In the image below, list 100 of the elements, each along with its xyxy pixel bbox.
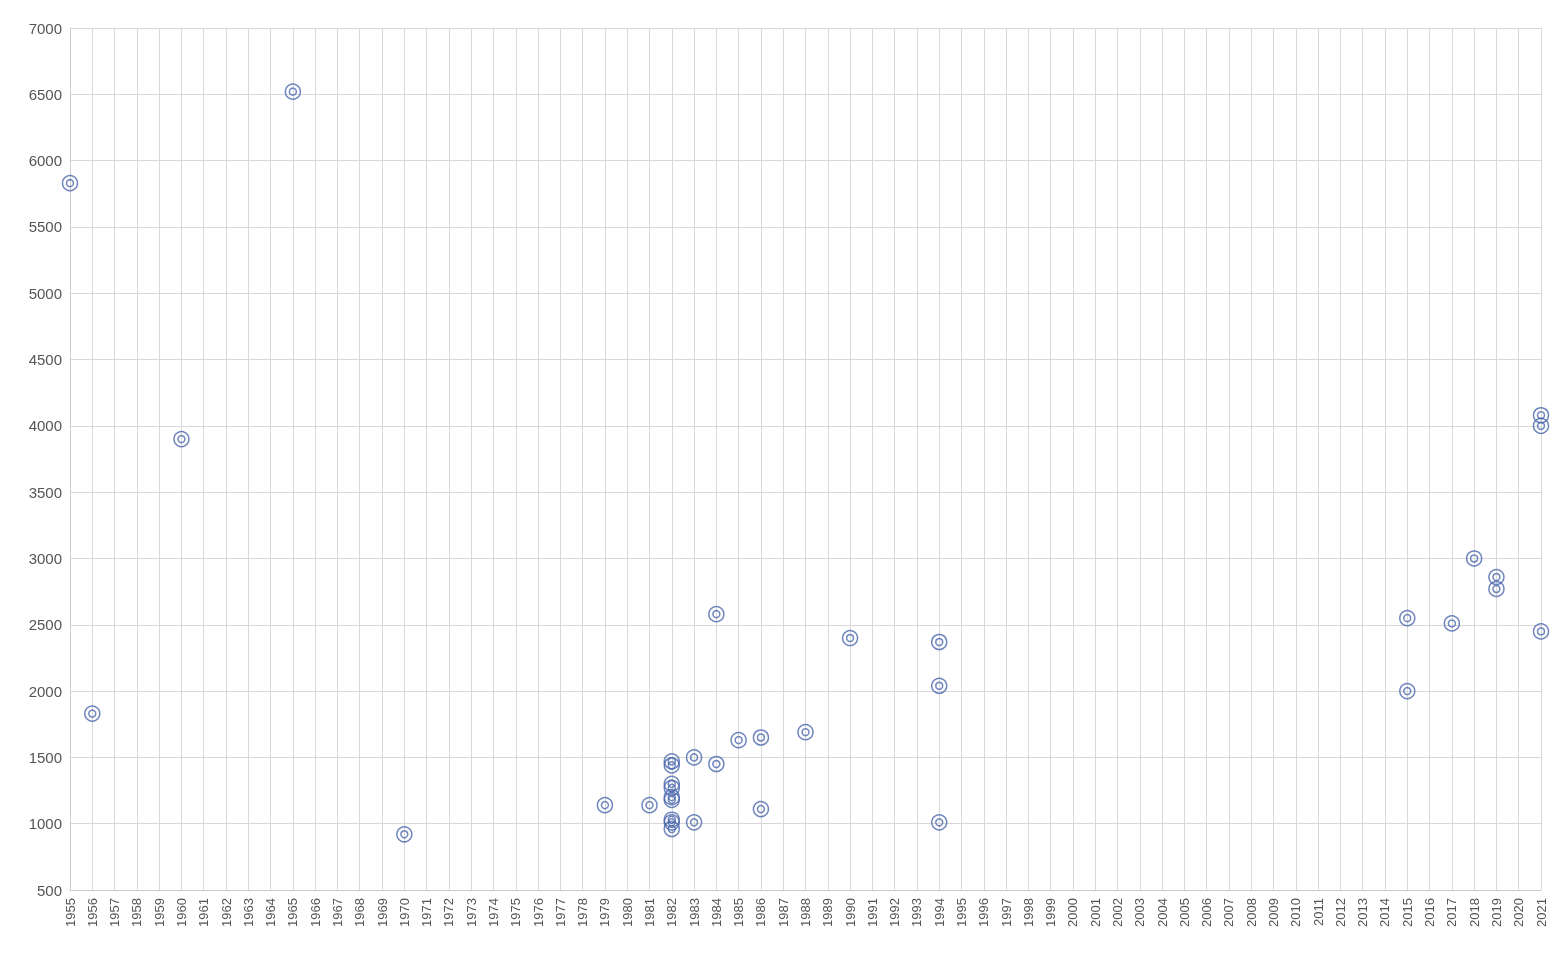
x-tick-label: 2019 (1488, 898, 1504, 927)
x-tick-label: 1991 (864, 898, 880, 927)
x-tick-label: 1958 (129, 898, 145, 927)
y-tick-label: 5000 (28, 284, 62, 302)
point (685, 749, 703, 766)
x-tick-label: 1983 (686, 898, 702, 927)
x-tick-label: 2009 (1266, 898, 1282, 927)
x-tick-label: 2004 (1154, 898, 1170, 927)
point (61, 174, 79, 192)
y-tick-label: 4000 (28, 417, 62, 435)
point (930, 677, 948, 695)
x-tick-label: 1957 (107, 898, 123, 927)
x-tick-label: 1971 (419, 898, 435, 927)
y-tick-label: 3500 (28, 483, 62, 501)
x-tick-label: 1998 (1020, 898, 1036, 927)
point (752, 800, 770, 818)
point (1488, 568, 1505, 586)
point (663, 757, 681, 774)
x-tick-label: 1965 (285, 898, 301, 927)
point (1488, 580, 1505, 598)
x-tick-label: 1975 (508, 898, 524, 927)
x-tick-label: 2016 (1422, 898, 1438, 927)
x-tick-label: 1963 (240, 898, 256, 927)
x-tick-label: 2005 (1176, 898, 1192, 927)
point (930, 633, 948, 651)
x-tick-label: 1968 (352, 898, 368, 927)
point (284, 83, 302, 100)
y-tick-label: 1000 (28, 815, 62, 833)
y-tick-label: 5500 (28, 218, 62, 236)
x-tick-label: 2008 (1243, 898, 1259, 927)
point (685, 814, 703, 831)
x-tick-label: 1994 (931, 898, 947, 927)
point (663, 775, 681, 793)
x-tick-label: 1979 (597, 898, 613, 927)
y-tick-label: 4500 (28, 351, 62, 369)
x-tick-label: 2001 (1087, 898, 1103, 927)
x-tick-label: 1974 (485, 898, 501, 927)
point (841, 629, 859, 647)
x-tick-label: 1997 (998, 898, 1014, 927)
point (1532, 623, 1550, 640)
x-tick-label: 1978 (575, 898, 591, 927)
x-tick-label: 1955 (62, 898, 78, 927)
x-tick-label: 1976 (530, 898, 546, 927)
x-tick-label: 1993 (909, 898, 925, 927)
x-tick-label: 1984 (708, 898, 724, 927)
x-tick-label: 1982 (664, 898, 680, 927)
x-tick-label: 1986 (753, 898, 769, 927)
x-tick-label: 1969 (374, 898, 390, 927)
x-tick-label: 2002 (1110, 898, 1126, 927)
x-tick-label: 2017 (1444, 898, 1460, 927)
y-tick-label: 2500 (28, 616, 62, 634)
point (730, 731, 747, 749)
x-tick-label: 1959 (151, 898, 167, 927)
point (396, 826, 413, 843)
point (1465, 550, 1483, 567)
point (641, 796, 658, 814)
x-tick-label: 1960 (173, 898, 189, 927)
point (708, 605, 725, 623)
x-tick-label: 1999 (1043, 898, 1059, 927)
x-tick-label: 1981 (641, 898, 657, 927)
x-tick-label: 1996 (976, 898, 992, 927)
y-tick-label: 500 (36, 881, 62, 899)
x-tick-label: 1977 (552, 898, 568, 927)
point (1399, 609, 1416, 627)
x-tick-label: 2010 (1288, 898, 1304, 927)
y-tick-label: 6500 (28, 85, 62, 103)
point (1443, 615, 1461, 632)
point (708, 755, 725, 773)
x-tick-label: 2015 (1399, 898, 1415, 927)
x-tick-label: 1992 (887, 898, 903, 927)
x-tick-label: 2018 (1466, 898, 1482, 927)
x-tick-label: 1961 (196, 898, 212, 927)
x-tick-label: 2000 (1065, 898, 1081, 927)
y-tick-label: 3000 (28, 549, 62, 567)
x-tick-label: 1988 (798, 898, 813, 927)
point (1532, 406, 1550, 424)
point (930, 814, 948, 831)
x-tick-label: 1973 (463, 898, 479, 927)
x-tick-label: 1964 (263, 898, 279, 927)
x-tick-label: 1970 (396, 898, 412, 927)
x-tick-label: 2012 (1332, 898, 1348, 927)
x-tick-label: 1967 (329, 898, 345, 927)
x-tick-label: 2020 (1511, 898, 1527, 927)
point (1399, 682, 1416, 700)
x-tick-label: 2007 (1221, 898, 1237, 927)
x-tick-label: 1985 (731, 898, 747, 927)
x-tick-label: 1980 (619, 898, 635, 927)
x-tick-label: 2011 (1310, 898, 1326, 926)
point (1532, 417, 1550, 435)
x-tick-label: 1956 (84, 898, 100, 927)
x-tick-label: 1972 (441, 898, 457, 927)
x-tick-label: 1989 (820, 898, 836, 927)
x-tick-label: 1966 (307, 898, 323, 927)
x-tick-label: 1995 (954, 898, 970, 927)
point (752, 729, 770, 746)
x-tick-label: 2006 (1199, 898, 1215, 927)
point (84, 705, 101, 722)
point (663, 753, 681, 770)
y-tick-label: 1500 (28, 748, 62, 766)
y-tick-label: 6000 (28, 152, 62, 170)
